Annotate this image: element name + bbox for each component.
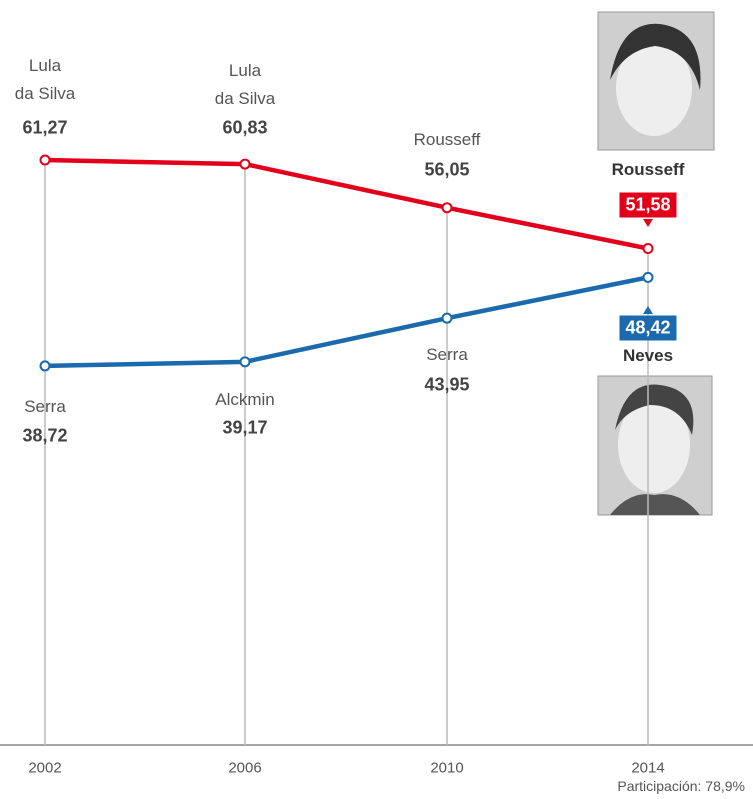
- point: [41, 156, 50, 165]
- value-label: 51,58: [619, 193, 676, 218]
- value-label: 48,42: [619, 316, 676, 341]
- value-label: 60,83: [222, 118, 267, 139]
- label-pointer: [643, 219, 653, 227]
- point: [644, 244, 653, 253]
- point: [443, 203, 452, 212]
- chart: Participación: 78,9% 2002 2006 2010 2014 Lul…: [0, 0, 753, 799]
- point: [241, 160, 250, 169]
- point: [241, 357, 250, 366]
- point: [443, 314, 452, 323]
- point: [644, 273, 653, 282]
- x-tick-label: 2010: [430, 760, 463, 777]
- point-label: Lula da Silva: [15, 52, 75, 108]
- point-label: Neves: [623, 342, 673, 370]
- photo-neves: [598, 376, 712, 515]
- point: [41, 361, 50, 370]
- line: [45, 277, 648, 366]
- x-tick-label: 2002: [28, 760, 61, 777]
- point-label: Serra: [426, 341, 468, 369]
- x-tick-label: 2006: [228, 760, 261, 777]
- point-label: Lula da Silva: [215, 57, 275, 113]
- label-pointer: [643, 306, 653, 314]
- value-label: 61,27: [22, 118, 67, 139]
- value-label: 38,72: [22, 426, 67, 447]
- point-label: Rousseff: [414, 126, 481, 154]
- footnote: Participación: 78,9%: [617, 778, 745, 794]
- plot: [0, 0, 753, 799]
- value-label: 39,17: [222, 418, 267, 439]
- value-label: 43,95: [424, 375, 469, 396]
- point-label: Alckmin: [215, 386, 275, 414]
- point-label: Serra: [24, 393, 66, 421]
- point-label: Rousseff: [612, 156, 685, 184]
- photo-rousseff: [598, 12, 714, 150]
- x-tick-label: 2014: [631, 760, 664, 777]
- value-label: 56,05: [424, 160, 469, 181]
- line: [45, 160, 648, 248]
